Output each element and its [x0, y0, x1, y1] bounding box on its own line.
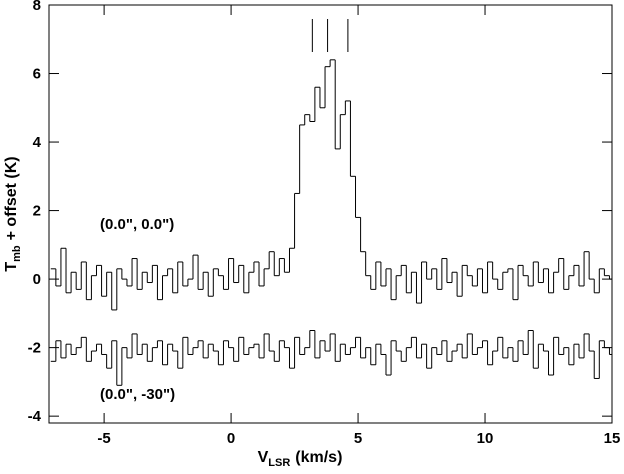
series-annotation: (0.0", 0.0")	[100, 216, 174, 233]
x-tick-label: 5	[354, 430, 362, 447]
y-label-sub: mb	[11, 245, 23, 262]
plot-frame	[48, 4, 613, 424]
x-tick-label: -5	[97, 430, 110, 447]
y-tick-label: -2	[28, 340, 41, 357]
step-riser	[55, 59, 610, 310]
y-label-main: T	[3, 262, 20, 272]
x-label-sub: LSR	[268, 457, 290, 469]
y-tick-label: 2	[33, 203, 41, 220]
x-tick-label: 10	[477, 430, 494, 447]
y-axis-label: Tmb + offset (K)	[3, 156, 23, 271]
y-label-rest: + offset (K)	[3, 156, 20, 240]
y-tick-label: -4	[28, 408, 42, 425]
x-axis-label: VLSR (km/s)	[258, 449, 343, 469]
step-riser	[55, 330, 610, 386]
x-tick-label: 0	[227, 430, 235, 447]
x-label-main: V	[258, 449, 269, 466]
y-tick-label: 8	[33, 0, 41, 14]
series-annotation: (0.0", -30")	[100, 386, 175, 403]
y-tick-label: 0	[33, 271, 41, 288]
x-tick-label: 15	[604, 430, 621, 447]
x-label-rest: (km/s)	[295, 449, 342, 466]
y-tick-label: 6	[33, 66, 41, 83]
y-tick-label: 4	[33, 134, 42, 151]
